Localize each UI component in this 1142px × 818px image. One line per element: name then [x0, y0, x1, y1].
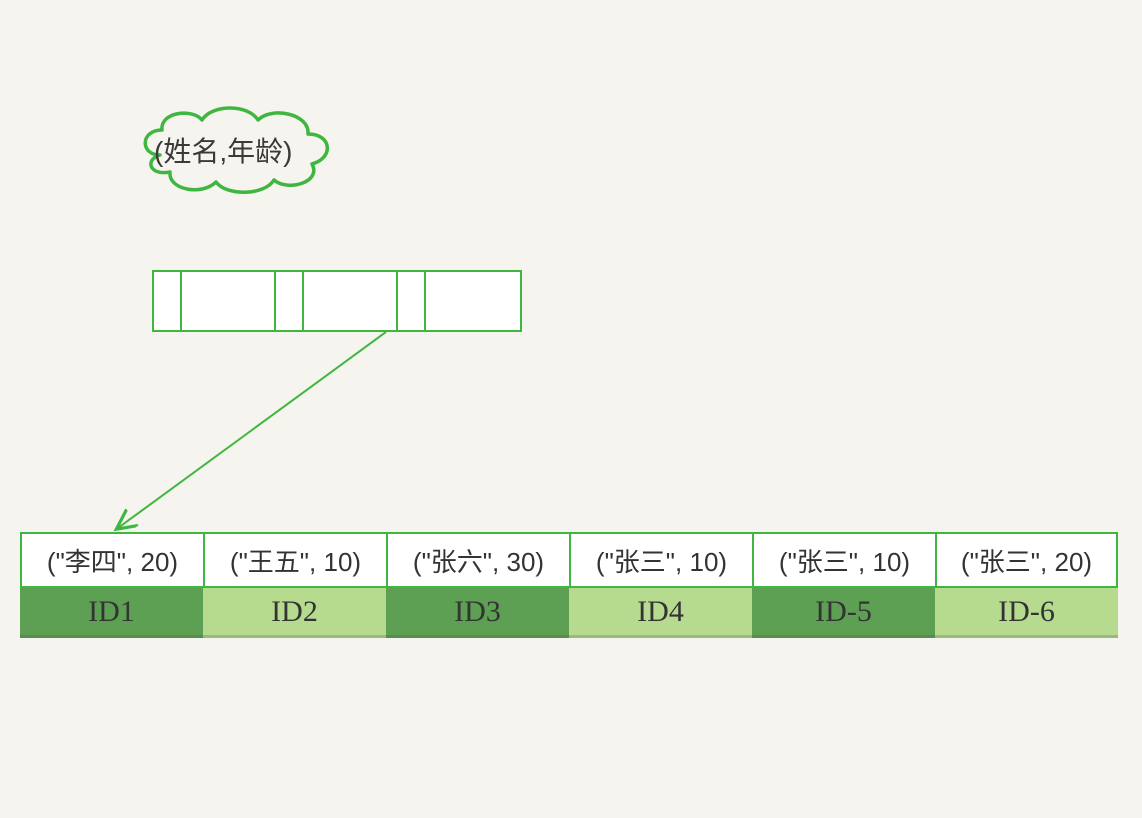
index-slot-row — [152, 270, 522, 332]
record-col: ("张三", 10) ID4 — [569, 532, 752, 638]
record-tuple: ("张三", 10) — [752, 532, 935, 588]
record-id: ID2 — [203, 588, 386, 638]
record-col: ("张三", 10) ID-5 — [752, 532, 935, 638]
record-col: ("李四", 20) ID1 — [20, 532, 203, 638]
record-col: ("张三", 20) ID-6 — [935, 532, 1118, 638]
record-id: ID-5 — [752, 588, 935, 638]
record-id: ID4 — [569, 588, 752, 638]
tuple-schema-cloud: (姓名,年龄) — [130, 100, 370, 205]
index-slot — [154, 272, 182, 330]
record-tuple: ("王五", 10) — [203, 532, 386, 588]
record-tuple: ("李四", 20) — [20, 532, 203, 588]
index-slot — [398, 272, 426, 330]
record-tuple: ("张三", 20) — [935, 532, 1118, 588]
record-col: ("王五", 10) ID2 — [203, 532, 386, 638]
tuple-schema-label: (姓名,年龄) — [154, 130, 292, 170]
records-row: ("李四", 20) ID1 ("王五", 10) ID2 ("张六", 30)… — [20, 532, 1118, 638]
index-slot — [276, 272, 304, 330]
record-tuple: ("张三", 10) — [569, 532, 752, 588]
record-tuple: ("张六", 30) — [386, 532, 569, 588]
record-id: ID-6 — [935, 588, 1118, 638]
index-slot — [182, 272, 276, 330]
index-slot — [426, 272, 520, 330]
record-id: ID3 — [386, 588, 569, 638]
record-col: ("张六", 30) ID3 — [386, 532, 569, 638]
index-slot — [304, 272, 398, 330]
record-id: ID1 — [20, 588, 203, 638]
